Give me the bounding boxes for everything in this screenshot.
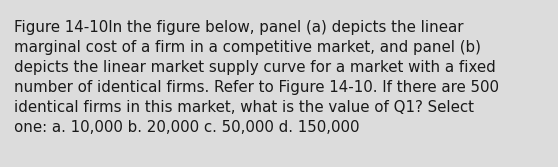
Text: Figure 14-10In the figure below, panel (a) depicts the linear
marginal cost of a: Figure 14-10In the figure below, panel (… bbox=[14, 20, 499, 135]
